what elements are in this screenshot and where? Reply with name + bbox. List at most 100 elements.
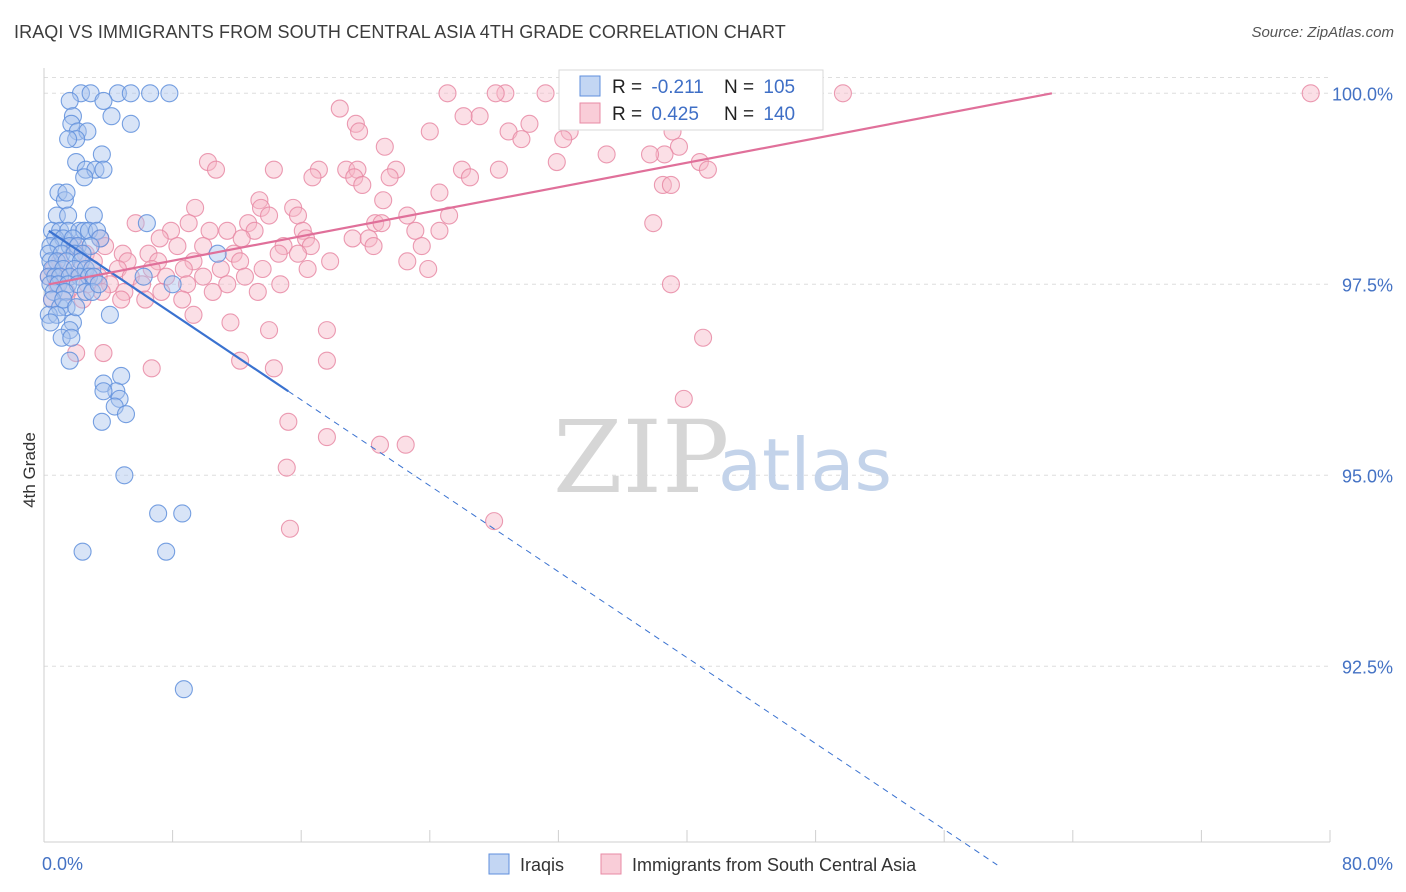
sca-point [239,214,258,233]
iraqis-point [60,351,79,370]
legend-r-value: -0.211 [651,77,703,98]
legend-row-sca: R = 0.425 [612,104,699,125]
sca-point [136,290,155,309]
iraqis-point [121,114,140,133]
sca-point [486,84,505,103]
sca-point [364,237,383,256]
sca-point [112,290,131,309]
sca-point [264,160,283,179]
source-label: Source: ZipAtlas.com [1251,24,1394,41]
sca-point [380,168,399,187]
sca-point [206,160,226,179]
sca-point [330,99,349,118]
sca-point [194,267,213,286]
sca-point [186,198,205,217]
sca-point [485,512,504,531]
sca-point [374,191,393,210]
bottom-legend-iraqis: Iraqis [520,855,564,875]
iraqis-point [52,328,71,347]
sca-point [218,221,237,240]
sca-point [174,259,193,279]
iraqis-point [112,366,131,386]
legend-r-label: R = [612,104,647,125]
iraqis-point [121,84,140,103]
legend-row-iraqis: R = -0.211 [612,77,704,98]
iraqis-point [160,84,179,103]
y-axis-title: 4th Grade [20,432,39,508]
sca-point [253,259,272,279]
iraqis-point [83,282,102,301]
sca-point [139,244,158,263]
iraqis-point [55,191,74,210]
sca-point [547,152,566,172]
iraqis-point [60,91,79,110]
sca-point [168,237,187,256]
sca-point [280,519,299,538]
sca-point [398,252,417,271]
sca-point [460,168,480,187]
iraqis-point [157,542,176,561]
trend-line-sca [48,92,1053,286]
legend-r-label: R = [612,77,647,98]
watermark: ZIP atlas [553,399,892,516]
sca-point [370,435,390,454]
iraqis-point [94,160,113,179]
sca-point [644,214,663,233]
iraqis-point [94,91,113,110]
sca-point [554,130,573,149]
sca-point [150,229,169,248]
iraqis-point [84,206,103,225]
sca-point [430,221,449,240]
sca-point [438,84,457,103]
sca-point [303,168,322,187]
iraqis-point [47,305,66,324]
y-tick-label: 95.0% [1342,466,1393,486]
sca-point [298,259,317,279]
sca-point [317,321,336,340]
iraqis-point [134,267,153,286]
sca-point [419,259,438,279]
sca-point [597,145,616,164]
legend-swatch-iraqis [579,75,601,97]
y-tick-label: 97.5% [1342,275,1393,295]
sca-point [288,244,308,263]
sca-point [271,275,290,294]
sca-point [350,122,369,141]
x-tick-label: 0.0% [42,854,83,874]
sca-point [317,351,336,370]
iraqis-point [68,122,87,141]
iraqis-point [67,298,86,317]
iraqis-point [94,382,113,401]
legend-n-label: N = [724,104,759,125]
iraqis-point [115,466,134,485]
sca-point [250,191,269,210]
iraqis-point [67,152,86,172]
sca-point [454,107,473,126]
sca-point [343,229,362,248]
sca-point [142,359,161,378]
grid-lines [44,77,1330,667]
sca-point [520,114,539,133]
sca-point [211,259,230,279]
iraqis-point [163,275,182,294]
bottom-legend-sca: Immigrants from South Central Asia [632,855,917,875]
sca-point [218,275,237,294]
sca-point [200,221,219,240]
legend-n-value: 105 [763,77,795,98]
trend-lines [48,92,1053,866]
sca-point [235,267,254,286]
iraqis-point [59,130,78,149]
iraqis-point [75,168,94,187]
sca-point [232,229,251,248]
legend-r-value: 0.425 [651,104,699,125]
sca-point [661,175,680,195]
iraqis-point [116,405,136,424]
sca-point [269,244,288,263]
sca-point [669,137,689,156]
iraqis-point [149,504,168,523]
sca-point [321,252,340,271]
sca-point [661,275,680,294]
sca-point [489,160,508,179]
sca-point [353,175,372,195]
sca-point [288,206,308,225]
